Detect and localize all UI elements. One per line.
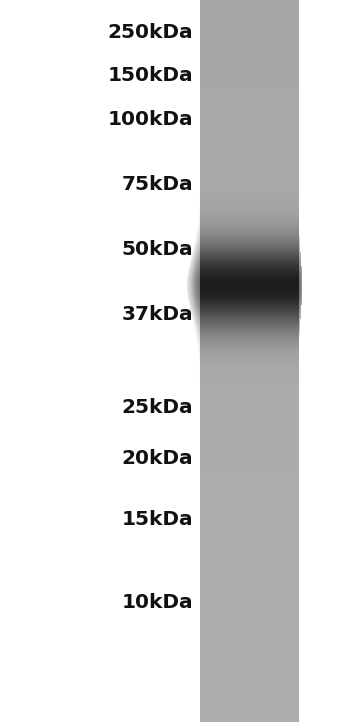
Text: 75kDa: 75kDa [122, 175, 193, 193]
Text: 25kDa: 25kDa [122, 399, 193, 417]
Text: 100kDa: 100kDa [108, 110, 193, 129]
Text: 50kDa: 50kDa [122, 240, 193, 258]
Text: 150kDa: 150kDa [108, 66, 193, 85]
Text: 250kDa: 250kDa [108, 23, 193, 42]
Text: 10kDa: 10kDa [122, 593, 193, 612]
Text: 20kDa: 20kDa [122, 449, 193, 468]
Text: 15kDa: 15kDa [122, 510, 193, 529]
Text: 37kDa: 37kDa [122, 305, 193, 323]
